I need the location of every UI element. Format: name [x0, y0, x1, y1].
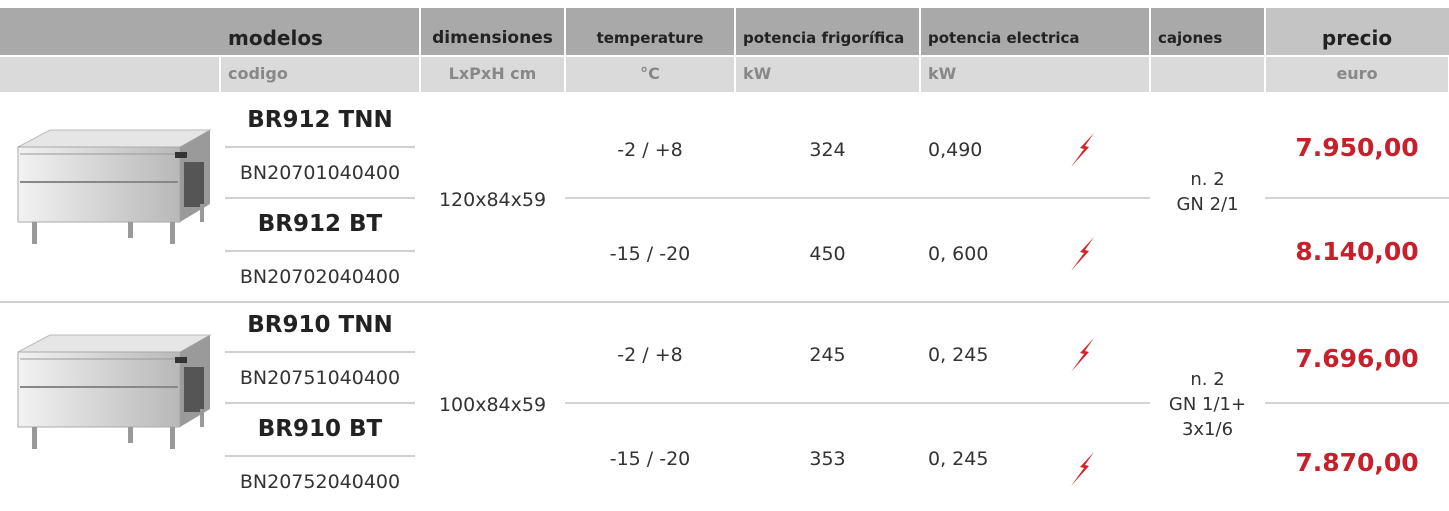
model-rule [225, 250, 415, 252]
unit-bar [421, 57, 564, 92]
column-divider [1264, 8, 1266, 55]
column-unit: kW [743, 64, 772, 83]
column-divider [1149, 8, 1151, 55]
column-unit: °C [640, 64, 660, 83]
unit-bar [221, 57, 419, 92]
electric-power: 0, 245 [928, 344, 989, 366]
unit-bar [566, 57, 734, 92]
price: 7.950,00 [1295, 133, 1419, 162]
temperature: -2 / +8 [617, 139, 683, 161]
row-divider [1265, 402, 1449, 404]
model-name: BR912 TNN [247, 107, 393, 133]
row-divider [1265, 197, 1449, 199]
cooling-power: 324 [809, 139, 846, 161]
unit-bar [921, 57, 1149, 92]
column-title: potencia electrica [928, 29, 1080, 47]
header-bar [0, 8, 1265, 55]
electric-power: 0, 600 [928, 243, 989, 265]
column-divider [734, 8, 736, 55]
model-code: BN20751040400 [239, 367, 401, 389]
column-unit: kW [928, 64, 957, 83]
cooling-power: 450 [809, 243, 846, 265]
model-code: BN20702040400 [239, 266, 401, 288]
unit-bar [736, 57, 919, 92]
unit-bar [0, 57, 219, 92]
power-icon [1071, 452, 1094, 486]
column-title: potencia frigorífica [743, 29, 905, 47]
column-title: dimensiones [432, 28, 553, 48]
electric-power: 0,490 [928, 139, 983, 161]
column-divider [564, 8, 566, 55]
column-title: precio [1321, 26, 1393, 50]
column-divider [419, 8, 421, 55]
model-code: BN20752040400 [239, 471, 401, 493]
unit-bar [1266, 57, 1448, 92]
column-divider [919, 8, 921, 55]
column-unit: euro [1336, 64, 1378, 83]
price: 7.870,00 [1295, 448, 1419, 477]
group-divider [0, 301, 1449, 303]
model-rule [225, 455, 415, 457]
dimensions: 100x84x59 [438, 394, 547, 416]
unit-bar [1151, 57, 1264, 92]
model-rule [225, 402, 415, 404]
cooling-power: 353 [809, 448, 846, 470]
product-image [17, 129, 212, 244]
column-unit: codigo [228, 64, 288, 83]
model-code: BN20701040400 [239, 162, 401, 184]
price: 8.140,00 [1295, 237, 1419, 266]
column-title: cajones [1158, 29, 1223, 47]
model-rule [225, 197, 415, 199]
model-name: BR912 BT [257, 211, 383, 237]
temperature: -15 / -20 [609, 448, 691, 470]
electric-power: 0, 245 [928, 448, 989, 470]
dimensions: 120x84x59 [438, 189, 547, 211]
cooling-power: 245 [809, 344, 846, 366]
column-title: temperature [596, 29, 704, 47]
model-rule [225, 351, 415, 353]
row-divider [565, 402, 1150, 404]
model-name: BR910 BT [257, 416, 383, 442]
model-name: BR910 TNN [247, 312, 393, 338]
drawers: GN 2/1 [1150, 189, 1265, 220]
model-rule [225, 146, 415, 148]
power-icon [1071, 338, 1094, 372]
row-divider [565, 197, 1150, 199]
temperature: -2 / +8 [617, 344, 683, 366]
product-image [17, 334, 212, 449]
power-icon [1071, 133, 1094, 167]
header-bar [1265, 8, 1449, 55]
price: 7.696,00 [1295, 344, 1419, 373]
power-icon [1071, 237, 1094, 271]
column-title: modelos [228, 26, 323, 50]
drawers: 3x1/6 [1150, 415, 1265, 445]
column-unit: LxPxH cm [448, 64, 537, 83]
temperature: -15 / -20 [609, 243, 691, 265]
